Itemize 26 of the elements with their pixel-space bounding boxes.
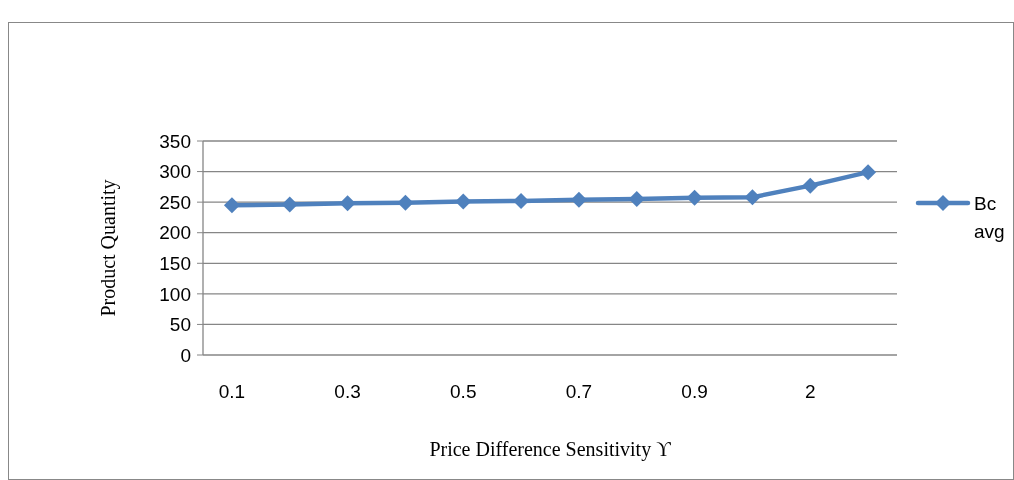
y-axis-title: Product Quantity <box>97 179 120 317</box>
point <box>802 177 819 194</box>
point <box>223 197 240 214</box>
y-tick-label: 50 <box>169 314 191 336</box>
x-tick-label: 0.3 <box>334 381 361 402</box>
x-axis-title: Price Difference Sensitivity ϒ <box>429 438 672 461</box>
point <box>860 164 877 181</box>
x-tick-label: 2 <box>804 381 816 402</box>
x-tick-label: 0.5 <box>450 381 477 402</box>
y-tick-label: 200 <box>159 222 191 244</box>
point <box>744 189 761 206</box>
y-tick-label: 300 <box>159 161 191 183</box>
legend-label: Bc avg <box>974 192 1005 243</box>
y-tick-label: 350 <box>159 130 191 152</box>
point <box>455 193 472 210</box>
y-tick-label: 150 <box>159 252 191 274</box>
y-tick-label: 250 <box>159 191 191 213</box>
y-tick-label: 100 <box>159 283 191 305</box>
y-tick-label: 0 <box>180 344 191 366</box>
point <box>339 195 356 212</box>
point <box>686 189 703 206</box>
point <box>281 196 298 213</box>
x-tick-label: 0.1 <box>218 381 246 402</box>
point <box>397 194 414 211</box>
x-tick-label: 0.9 <box>681 381 708 402</box>
x-tick-label: 0.7 <box>565 381 593 402</box>
